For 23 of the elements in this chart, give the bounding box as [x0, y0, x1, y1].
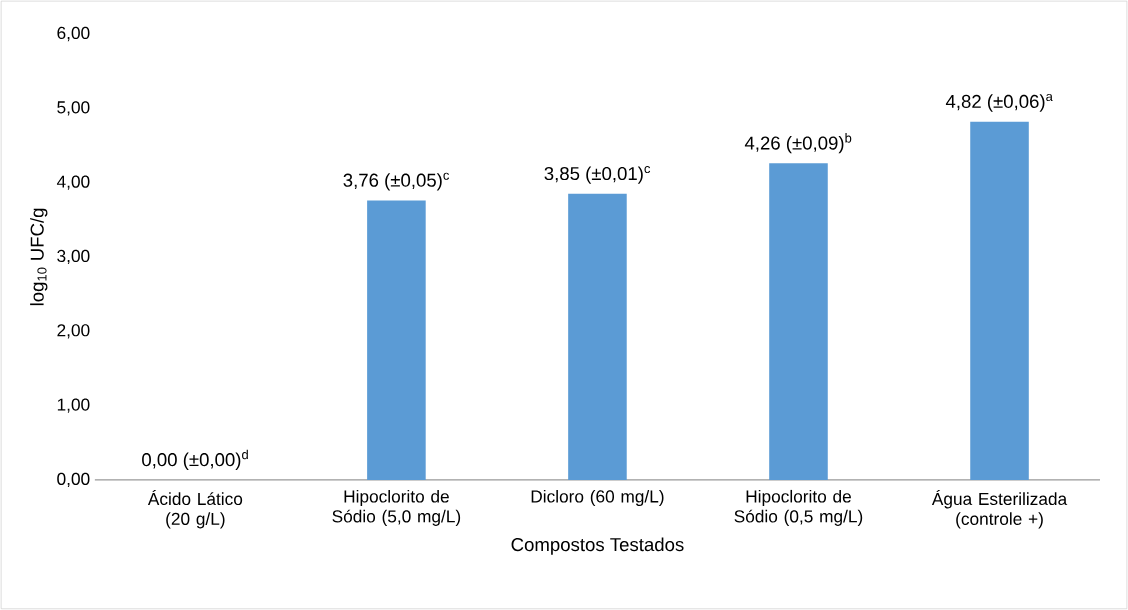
y-tick-label: 5,00: [57, 101, 90, 116]
y-tick-label: 0,00: [57, 472, 90, 488]
y-tick-label: 6,00: [57, 26, 90, 42]
y-tick-label: 4,00: [56, 175, 90, 190]
x-tick-label: Ácido Lático (20 g/L): [147, 489, 243, 529]
data-label: 0,00 (±0,00)$^{d}$: [142, 449, 248, 470]
x-tick-label: Hipoclorito de Sódio (5,0 mg/L): [332, 489, 461, 526]
bar: [367, 200, 426, 480]
y-tick-label: 3,00: [57, 249, 90, 265]
x-tick-label: Dicloro (60 mg/L): [531, 489, 664, 507]
x-tick-label: Água Esterilizada (controle +): [931, 489, 1068, 529]
data-label: 4,82 (±0,06)$^{a}$: [945, 93, 1053, 112]
y-tick-label: 1,00: [57, 398, 90, 413]
bar: [970, 121, 1029, 480]
bar: [568, 193, 627, 480]
data-label: 3,85 (±0,01)$^{c}$: [544, 166, 651, 184]
y-axis-title: log$_{10}$ UFC/g: [30, 208, 48, 306]
data-label: 4,26 (±0,09)$^{b}$: [744, 133, 852, 154]
x-axis-title: Compostos Testados: [511, 537, 684, 555]
x-tick-label: Hipoclorito de Sódio (0,5 mg/L): [734, 489, 863, 526]
data-label: 3,76 (±0,05)$^{c}$: [343, 172, 450, 191]
bar: [769, 163, 828, 480]
y-tick-label: 2,00: [57, 324, 90, 339]
